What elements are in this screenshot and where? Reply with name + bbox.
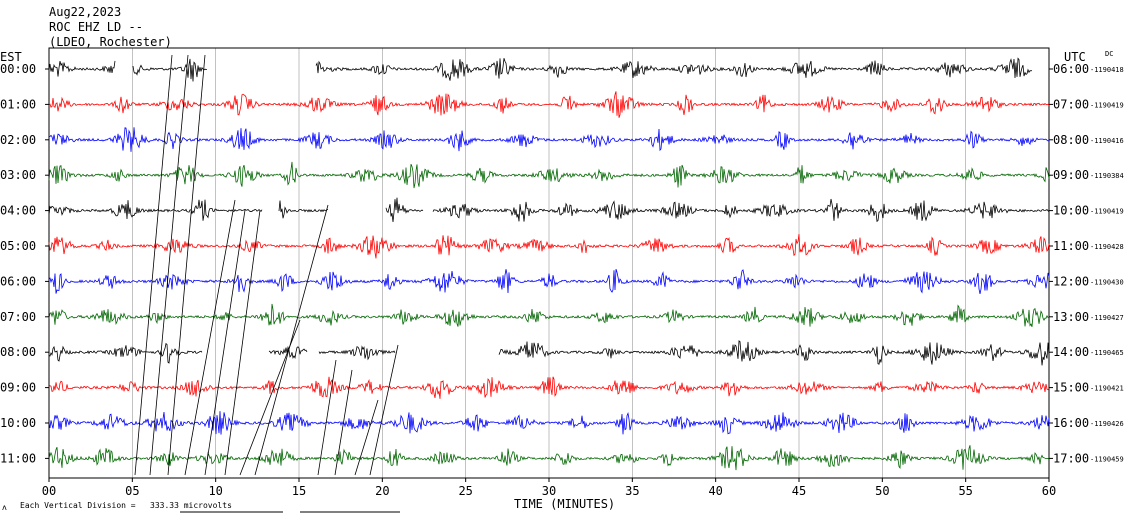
calibration-line-3 (184, 199, 236, 476)
x-axis-ticks: 00 05 10 15 20 25 30 35 40 45 50 55 60 (42, 478, 1056, 498)
dc-label-0: -1190418 (1090, 66, 1124, 74)
utc-label-7: 13:00 (1053, 310, 1089, 324)
minute-gridlines (132, 48, 966, 478)
dc-label-9: -1190421 (1090, 385, 1124, 393)
calibration-line-11 (369, 344, 399, 476)
utc-label-4: 10:00 (1053, 204, 1089, 218)
utc-label-5: 11:00 (1053, 239, 1089, 253)
trace-row-9 (48, 376, 1050, 399)
date-label: Aug22,2023 (49, 5, 121, 19)
x-tick-label-40: 40 (708, 484, 722, 498)
utc-label-11: 17:00 (1053, 451, 1089, 465)
dc-label-11: -1190459 (1090, 455, 1124, 463)
trace-row-6 (48, 268, 1050, 294)
est-label-7: 07:00 (0, 310, 36, 324)
utc-label-1: 07:00 (1053, 97, 1089, 111)
est-label-4: 04:00 (0, 204, 36, 218)
dc-label-1: -1190419 (1090, 101, 1124, 109)
est-label-5: 05:00 (0, 239, 36, 253)
x-tick-label-20: 20 (375, 484, 389, 498)
est-axis-title: EST (0, 50, 22, 64)
trace-row-8 (48, 340, 1050, 366)
dc-label-2: -1190416 (1090, 137, 1124, 145)
vertical-division-label: Each Vertical Division = (20, 501, 136, 510)
station-label: ROC EHZ LD -- (49, 20, 143, 34)
trace-row-11 (48, 445, 1050, 471)
est-label-2: 02:00 (0, 133, 36, 147)
x-tick-label-10: 10 (208, 484, 222, 498)
calibration-line-4 (204, 209, 246, 476)
trace-row-7 (48, 303, 1050, 327)
est-label-9: 09:00 (0, 381, 36, 395)
est-label-10: 10:00 (0, 416, 36, 430)
x-tick-label-60: 60 (1042, 484, 1056, 498)
utc-label-9: 15:00 (1053, 381, 1089, 395)
calibration-line-5 (224, 209, 261, 476)
trace-row-3 (48, 161, 1050, 189)
dc-label-10: -1190426 (1090, 420, 1124, 428)
trace-row-2 (48, 127, 1049, 152)
utc-label-0: 06:00 (1053, 62, 1089, 76)
est-label-6: 06:00 (0, 274, 36, 288)
dc-label-8: -1190465 (1090, 349, 1124, 357)
calibration-line-10 (354, 399, 379, 476)
calibration-line-9 (334, 369, 353, 476)
x-tick-label-05: 05 (125, 484, 139, 498)
utc-label-2: 08:00 (1053, 133, 1089, 147)
trace-row-10 (48, 411, 1050, 435)
est-row-labels: 00:00 01:00 02:00 03:00 04:00 05:00 06:00 07:00… (0, 62, 49, 465)
x-axis-title: TIME (MINUTES) (514, 497, 615, 511)
dc-label-3: -1190384 (1090, 172, 1124, 180)
dc-label-5: -1190428 (1090, 243, 1124, 251)
dc-label-7: -1190427 (1090, 314, 1124, 322)
footer-mark: ʌ (2, 503, 7, 512)
est-label-11: 11:00 (0, 451, 36, 465)
est-label-8: 08:00 (0, 345, 36, 359)
calibration-line-1 (149, 54, 189, 476)
calibration-line-0 (134, 54, 173, 476)
est-label-0: 00:00 (0, 62, 36, 76)
x-tick-label-55: 55 (958, 484, 972, 498)
dc-label-6: -1190430 (1090, 278, 1124, 286)
x-tick-label-25: 25 (458, 484, 472, 498)
calibration-line-8 (317, 359, 337, 476)
utc-label-10: 16:00 (1053, 416, 1089, 430)
utc-label-3: 09:00 (1053, 168, 1089, 182)
calibration-line-2 (167, 54, 206, 476)
dc-axis-title: DC (1105, 50, 1113, 58)
x-tick-label-00: 00 (42, 484, 56, 498)
x-tick-label-50: 50 (875, 484, 889, 498)
x-tick-label-30: 30 (542, 484, 556, 498)
x-tick-label-15: 15 (292, 484, 306, 498)
trace-row-4 (48, 197, 1050, 223)
vertical-division-value: 333.33 microvolts (150, 501, 232, 510)
utc-label-8: 14:00 (1053, 345, 1089, 359)
trace-row-1 (48, 91, 1050, 118)
utc-axis-title: UTC (1064, 50, 1086, 64)
trace-row-5 (48, 234, 1050, 259)
network-label: (LDEO, Rochester) (49, 35, 172, 49)
est-label-1: 01:00 (0, 97, 36, 111)
x-tick-label-45: 45 (792, 484, 806, 498)
x-tick-label-35: 35 (625, 484, 639, 498)
seismic-traces (48, 54, 1050, 476)
est-label-3: 03:00 (0, 168, 36, 182)
dc-label-4: -1190419 (1090, 208, 1124, 216)
utc-label-6: 12:00 (1053, 274, 1089, 288)
calibration-line-7 (254, 204, 329, 476)
